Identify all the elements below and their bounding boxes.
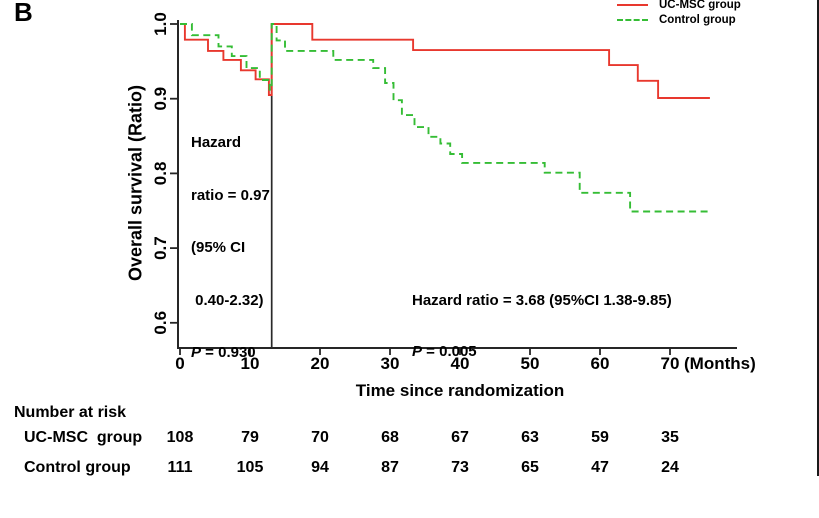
survival-curve-control xyxy=(180,23,709,213)
risk-value: 111 xyxy=(167,459,193,476)
survival-curve-uc-msc xyxy=(180,23,710,99)
x-tick-label: 0 xyxy=(175,354,184,373)
risk-value: 73 xyxy=(451,459,469,476)
risk-row-label-ucmsc: UC-MSC group xyxy=(24,429,143,446)
p-symbol: P xyxy=(412,343,423,360)
annotation-hr-pre-landmark: Hazard ratio = 0.97 (95% CI 0.40-2.32) P… xyxy=(191,99,270,397)
risk-value: 94 xyxy=(311,459,329,476)
risk-value: 35 xyxy=(661,429,679,446)
risk-value: 79 xyxy=(241,429,259,446)
annotation-line: ratio = 0.97 xyxy=(191,186,270,204)
risk-value: 70 xyxy=(311,429,329,446)
x-tick-label: 60 xyxy=(591,354,610,373)
x-axis-title: Time since randomization xyxy=(355,381,565,400)
risk-value: 59 xyxy=(591,429,609,446)
y-tick-label: 0.7 xyxy=(151,236,170,260)
legend-line-sample-solid xyxy=(617,3,648,6)
risk-row-label-control: Control group xyxy=(24,459,131,476)
panel-label: B xyxy=(14,0,33,27)
y-axis-title: Overall survival (Ratio) xyxy=(125,84,146,282)
risk-value: 68 xyxy=(381,429,399,446)
x-tick-label: 30 xyxy=(381,354,400,373)
risk-value: 65 xyxy=(521,459,539,476)
risk-value: 24 xyxy=(661,459,679,476)
p-value: = 0.930 xyxy=(201,344,256,361)
legend-label-ucmsc: UC-MSC group xyxy=(659,0,741,11)
p-symbol: P xyxy=(191,344,202,361)
risk-value: 67 xyxy=(451,429,469,446)
legend-label-control: Control group xyxy=(659,13,736,26)
annotation-line: Hazard ratio = 3.68 (95%CI 1.38-9.85) xyxy=(412,292,672,309)
x-tick-label: 20 xyxy=(311,354,330,373)
legend-item-control: Control group xyxy=(617,12,741,27)
annotation-p-line: P = 0.005 xyxy=(412,343,672,360)
risk-value: 87 xyxy=(381,459,399,476)
annotation-p-line: P = 0.930 xyxy=(191,344,270,362)
annotation-line: Hazard xyxy=(191,134,242,151)
y-tick-label: 0.6 xyxy=(151,311,170,335)
number-at-risk-title: Number at risk xyxy=(14,404,127,421)
p-value: = 0.005 xyxy=(422,343,477,360)
legend: UC-MSC group Control group xyxy=(617,0,741,27)
risk-value: 47 xyxy=(591,459,609,476)
legend-item-ucmsc: UC-MSC group xyxy=(617,0,741,12)
x-tick-label: 70 xyxy=(661,354,680,373)
x-axis-unit-label: (Months) xyxy=(684,354,756,373)
annotation-line: 0.40-2.32) xyxy=(191,291,264,309)
x-tick-label: 40 xyxy=(451,354,470,373)
figure-crop-border-right xyxy=(817,0,819,476)
y-tick-label: 0.8 xyxy=(151,162,170,186)
risk-value: 63 xyxy=(521,429,539,446)
annotation-hr-post-landmark: Hazard ratio = 3.68 (95%CI 1.38-9.85) P … xyxy=(412,258,672,394)
x-tick-label: 50 xyxy=(521,354,540,373)
legend-line-sample-dashed xyxy=(617,18,648,21)
risk-value: 105 xyxy=(236,459,264,476)
y-tick-label: 0.9 xyxy=(151,87,170,111)
annotation-line: (95% CI xyxy=(191,239,246,256)
x-tick-label: 10 xyxy=(241,354,260,373)
risk-value: 108 xyxy=(166,429,194,446)
y-tick-label: 1.0 xyxy=(151,12,170,36)
